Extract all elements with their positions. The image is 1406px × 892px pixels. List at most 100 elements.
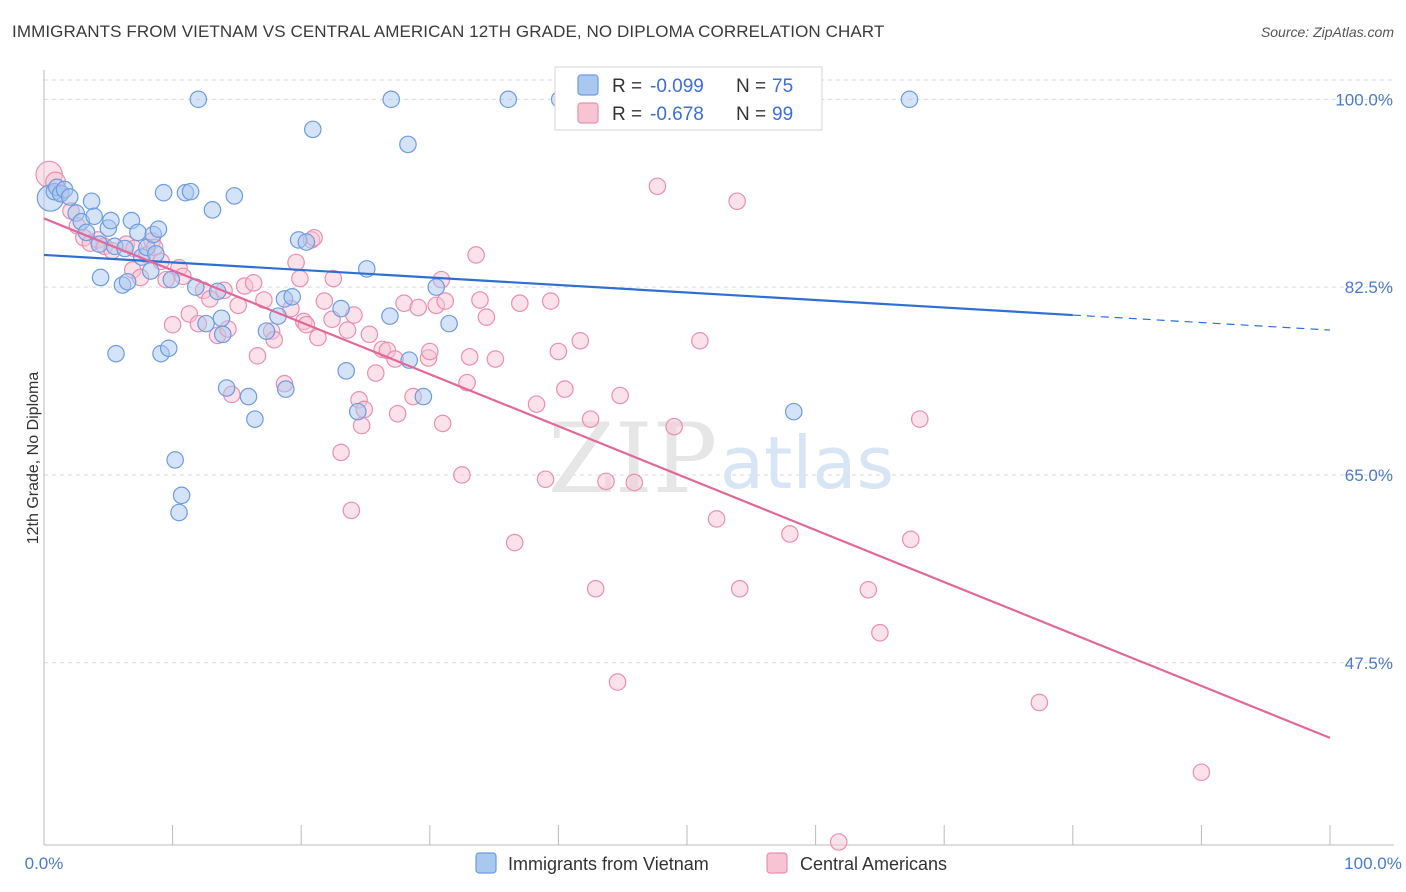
- vietnam-point: [197, 314, 215, 333]
- vietnam-point: [147, 245, 165, 263]
- central-american-point: [648, 177, 667, 196]
- y-tick-label: 100.0%: [1335, 90, 1393, 109]
- central-american-point: [871, 623, 889, 642]
- vietnam-point: [213, 325, 232, 344]
- central-american-point: [541, 292, 560, 310]
- central-american-point: [460, 348, 479, 366]
- central-american-point: [1030, 693, 1049, 712]
- central-american-point: [586, 579, 605, 598]
- chart-title: IMMIGRANTS FROM VIETNAM VS CENTRAL AMERI…: [12, 22, 885, 41]
- tick-labels: 12th Grade, No Diploma 0.0% 100.0% 47.5%…: [25, 90, 1402, 873]
- axes: [43, 70, 1394, 846]
- grid-lines: [44, 79, 1394, 664]
- trend-lines: [43, 217, 1331, 739]
- central-american-point: [409, 298, 428, 317]
- stats-legend: R = -0.099 N = 75 R = -0.678 N = 99: [554, 66, 823, 131]
- vietnam-point: [159, 339, 178, 358]
- vietnam-point: [900, 90, 919, 109]
- vietnam-point: [382, 90, 401, 109]
- vietnam-point: [276, 380, 295, 398]
- bottom-legend-label-central-americans: Central Americans: [800, 854, 947, 874]
- vietnam-point: [381, 307, 399, 325]
- central-american-point: [360, 325, 379, 344]
- vietnam-point: [297, 233, 316, 251]
- watermark-zip: ZIP: [548, 403, 717, 515]
- legend-r-value-blue: -0.099: [650, 76, 704, 97]
- vietnam-point: [91, 268, 110, 287]
- central-american-point: [536, 470, 555, 489]
- central-american-point: [910, 410, 929, 428]
- central-american-point: [324, 269, 343, 288]
- vietnam-point: [239, 387, 258, 406]
- vietnam-point: [337, 362, 356, 380]
- central-american-point: [291, 269, 309, 288]
- central-american-point: [1192, 763, 1211, 782]
- central-american-point: [366, 364, 385, 382]
- x-tick-label-min: 0.0%: [25, 854, 64, 873]
- central-american-point: [420, 342, 439, 361]
- central-american-point: [244, 274, 263, 292]
- central-american-point: [608, 673, 627, 691]
- bottom-legend-swatch-pink: [766, 852, 788, 874]
- vietnam-point: [141, 262, 160, 280]
- central-american-point: [691, 331, 709, 350]
- legend-n-value-blue: 75: [772, 76, 793, 97]
- vietnam-point: [129, 223, 147, 242]
- central-american-point: [315, 292, 334, 310]
- central-american-point: [486, 350, 505, 368]
- central-american-point: [707, 510, 726, 528]
- vietnam-point: [189, 90, 208, 109]
- vietnam-point: [181, 182, 200, 201]
- vietnam-point: [166, 451, 184, 469]
- y-tick-label: 65.0%: [1345, 466, 1393, 485]
- x-tick-label-max: 100.0%: [1344, 854, 1402, 873]
- central-american-point: [625, 473, 644, 492]
- vietnam-point: [217, 379, 236, 397]
- series-central-americans: [35, 160, 1211, 851]
- central-american-point: [433, 414, 452, 433]
- vietnam-point: [246, 410, 264, 428]
- central-american-point: [556, 380, 574, 398]
- stats-legend-box: [554, 66, 823, 131]
- central-american-point: [728, 192, 746, 211]
- watermark: ZIP atlas: [548, 403, 894, 515]
- vietnam-point: [118, 272, 137, 291]
- central-american-point: [581, 410, 600, 428]
- vietnam-point: [399, 135, 417, 154]
- y-axis-label: 12th Grade, No Diploma: [25, 372, 42, 545]
- vietnam-point: [203, 201, 222, 219]
- legend-n-label-pink: N =: [736, 104, 766, 125]
- central-american-point: [549, 342, 568, 361]
- vietnam-point: [225, 187, 244, 205]
- legend-swatch-blue: [577, 74, 599, 96]
- legend-n-label-blue: N =: [736, 76, 766, 97]
- vietnam-point: [102, 211, 120, 230]
- central-american-point: [342, 501, 361, 520]
- central-american-point: [505, 533, 524, 552]
- vietnam-point: [348, 402, 367, 421]
- vietnam-point: [82, 192, 101, 211]
- vietnam-point: [149, 220, 168, 238]
- central-american-point: [248, 347, 267, 365]
- vietnam-point: [283, 287, 301, 306]
- vietnam-point: [303, 120, 322, 139]
- vietnam-point: [499, 90, 518, 109]
- vietnam-point: [440, 314, 458, 333]
- central-american-point: [527, 395, 546, 413]
- vietnam-point: [332, 299, 350, 318]
- bottom-legend-label-vietnam: Immigrants from Vietnam: [508, 854, 709, 874]
- central-american-point: [436, 292, 455, 310]
- y-tick-label: 47.5%: [1345, 654, 1393, 673]
- central-american-point: [901, 530, 920, 549]
- vietnam-point: [85, 207, 103, 226]
- central-american-point: [859, 580, 878, 599]
- central-american-point: [611, 386, 629, 405]
- legend-r-value-pink: -0.678: [650, 104, 704, 125]
- legend-r-label-blue: R =: [612, 76, 642, 97]
- vietnam-point: [170, 503, 188, 522]
- central-american-point: [597, 472, 615, 491]
- central-american-point: [571, 331, 590, 350]
- bottom-legend-swatch-blue: [475, 852, 497, 874]
- central-american-point: [163, 315, 182, 334]
